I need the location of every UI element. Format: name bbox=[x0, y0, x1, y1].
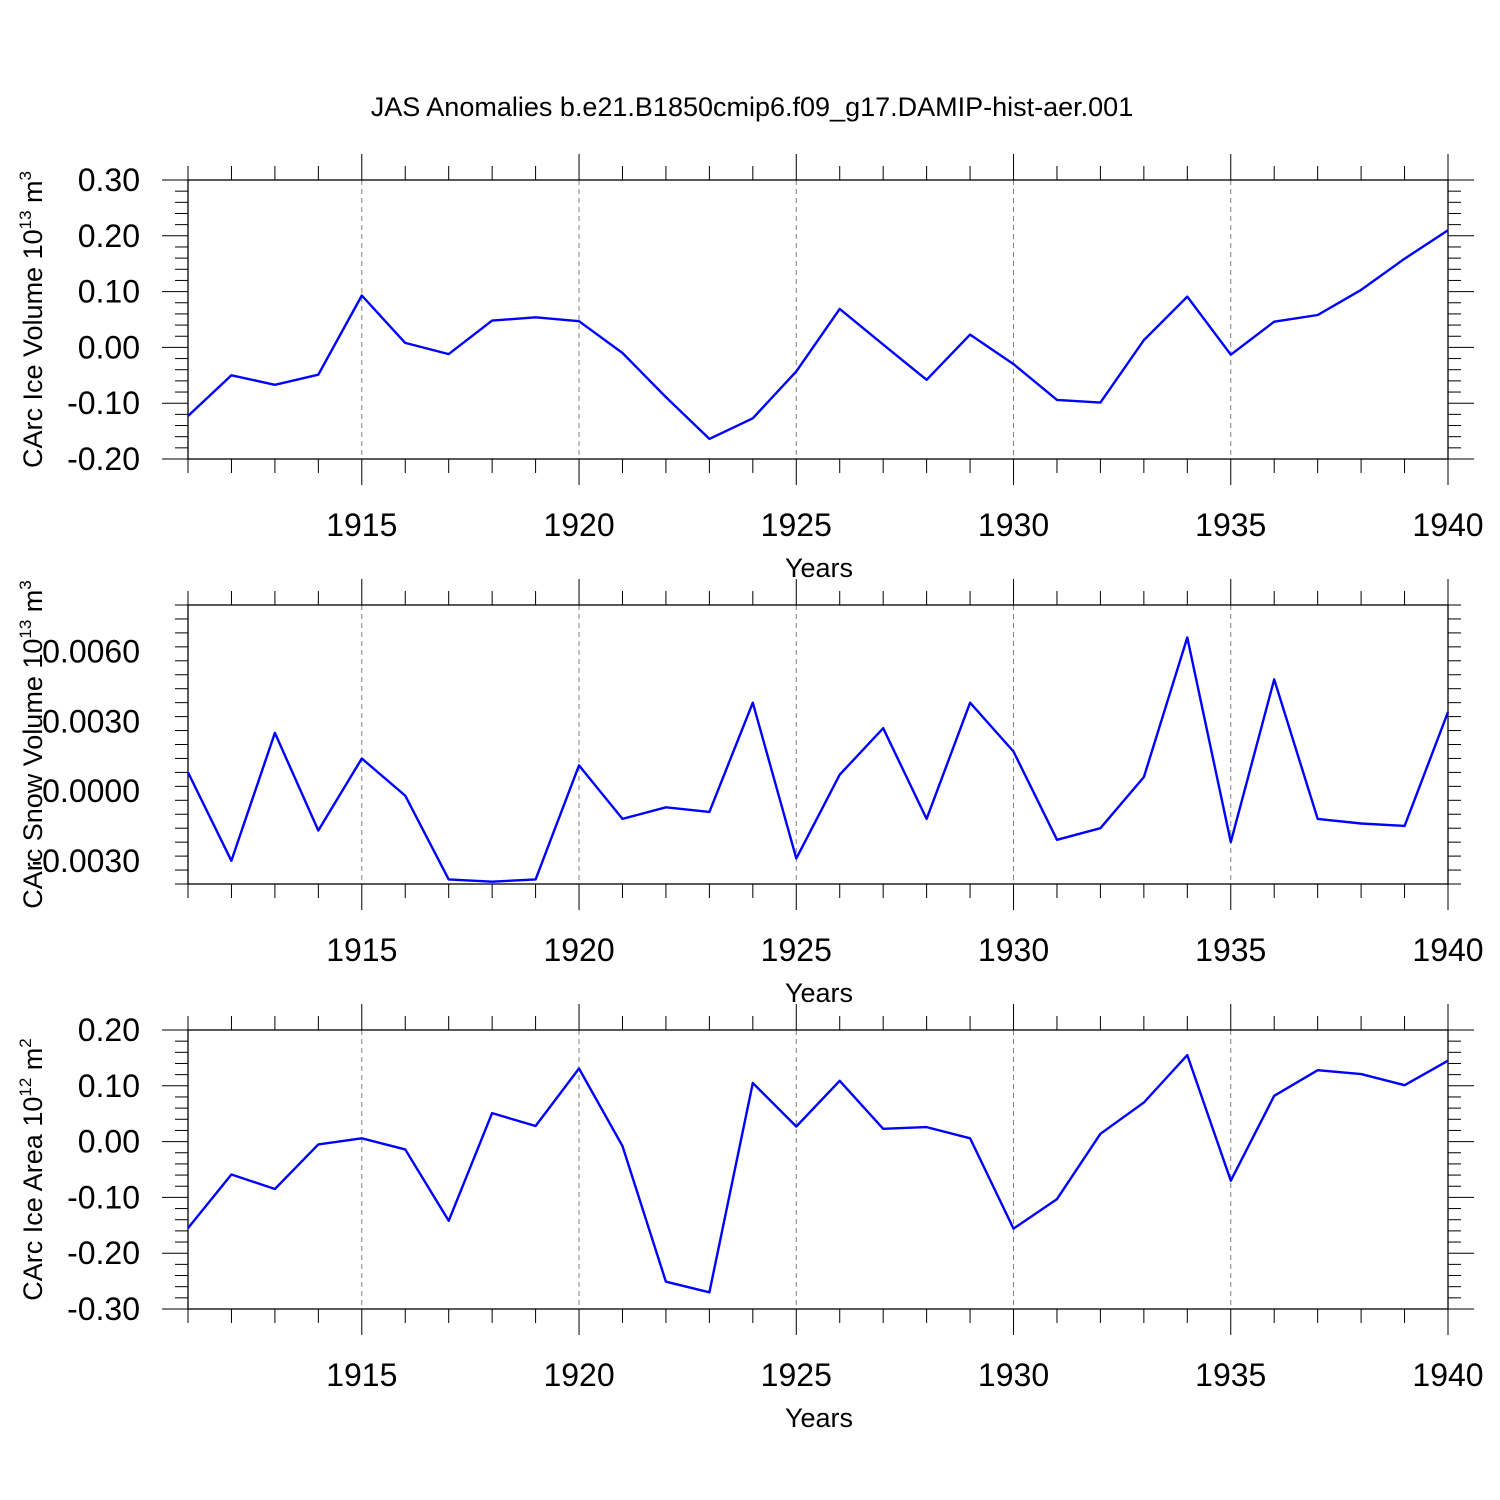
y-tick-label: 0.00 bbox=[78, 1124, 140, 1160]
y-tick-label: 0.10 bbox=[78, 274, 140, 310]
plot-frame bbox=[187, 179, 1449, 460]
x-tick-label: 1930 bbox=[978, 1357, 1049, 1393]
x-axis-label: Years bbox=[785, 978, 853, 1008]
x-tick-label: 1915 bbox=[326, 932, 397, 968]
x-tick-label: 1920 bbox=[543, 1357, 614, 1393]
x-tick-label: 1930 bbox=[978, 507, 1049, 543]
series-line bbox=[186, 636, 1450, 883]
y-tick-label: 0.0000 bbox=[42, 773, 140, 809]
x-axis-label: Years bbox=[785, 553, 853, 583]
y-tick-label: -0.20 bbox=[67, 441, 140, 477]
x-tick-label: 1940 bbox=[1412, 507, 1483, 543]
y-tick-label: -0.30 bbox=[67, 1291, 140, 1327]
y-tick-label: -0.0030 bbox=[31, 843, 140, 879]
x-tick-label: 1925 bbox=[761, 507, 832, 543]
x-tick-label: 1930 bbox=[978, 932, 1049, 968]
y-tick-label: 0.00 bbox=[78, 329, 140, 365]
y-axis-label-text: CArc Snow Volume 10 bbox=[18, 639, 48, 909]
y-tick-label: 0.30 bbox=[78, 162, 140, 198]
y-tick-label: 0.0030 bbox=[42, 703, 140, 739]
y-tick-label: -0.10 bbox=[67, 1179, 140, 1215]
x-tick-label: 1940 bbox=[1412, 932, 1483, 968]
y-axis-label: CArc Snow Volume 1013 m3 bbox=[16, 580, 48, 909]
y-axis-label-superscript: 3 bbox=[16, 580, 35, 589]
y-axis-label-superscript: 3 bbox=[16, 171, 35, 180]
y-axis-label-superscript: 13 bbox=[16, 620, 35, 639]
y-tick-label: 0.0060 bbox=[42, 634, 140, 670]
series-line bbox=[187, 1053, 1449, 1294]
y-tick-label: -0.10 bbox=[67, 385, 140, 421]
x-tick-label: 1925 bbox=[761, 932, 832, 968]
x-tick-label: 1920 bbox=[543, 932, 614, 968]
series-line bbox=[187, 229, 1449, 441]
x-tick-label: 1920 bbox=[543, 507, 614, 543]
y-axis-label-text: m bbox=[18, 1048, 48, 1078]
plot-frame bbox=[187, 604, 1449, 885]
y-axis-label-text: CArc Ice Area 10 bbox=[18, 1097, 48, 1301]
x-tick-label: 1925 bbox=[761, 1357, 832, 1393]
x-tick-label: 1935 bbox=[1195, 507, 1266, 543]
y-axis-label-text: m bbox=[18, 590, 48, 620]
plot-frame bbox=[187, 1029, 1449, 1310]
y-tick-label: -0.20 bbox=[67, 1235, 140, 1271]
y-axis-label-text: m bbox=[18, 180, 48, 210]
x-tick-label: 1915 bbox=[326, 1357, 397, 1393]
y-axis-label-superscript: 13 bbox=[16, 210, 35, 229]
figure-title: JAS Anomalies b.e21.B1850cmip6.f09_g17.D… bbox=[371, 92, 1133, 122]
y-tick-label: 0.20 bbox=[78, 1012, 140, 1048]
x-tick-label: 1935 bbox=[1195, 932, 1266, 968]
y-axis-label-superscript: 12 bbox=[16, 1078, 35, 1097]
panels-group: -0.20 -0.10 0.00 0.10 0.20 0.30 1915 1920 1925 19… bbox=[16, 154, 1484, 1433]
y-tick-label: 0.20 bbox=[78, 218, 140, 254]
y-axis-label: CArc Ice Volume 1013 m3 bbox=[16, 171, 48, 468]
x-tick-label: 1940 bbox=[1412, 1357, 1483, 1393]
y-tick-label: 0.10 bbox=[78, 1068, 140, 1104]
y-axis-label-superscript: 2 bbox=[16, 1038, 35, 1047]
x-axis-label: Years bbox=[785, 1403, 853, 1433]
panel-2: -0.0030 0.0000 0.0030 0.0060 1915 1920 1925 193… bbox=[16, 579, 1484, 1008]
y-axis-label-text: CArc Ice Volume 10 bbox=[18, 229, 48, 468]
x-tick-label: 1915 bbox=[326, 507, 397, 543]
x-tick-label: 1935 bbox=[1195, 1357, 1266, 1393]
y-axis-label: CArc Ice Area 1012 m2 bbox=[16, 1038, 48, 1301]
panel-3: -0.30 -0.20 -0.10 0.00 0.10 0.20 1915 1920 1925 1… bbox=[16, 1004, 1484, 1433]
panel-1: -0.20 -0.10 0.00 0.10 0.20 0.30 1915 1920 1925 19… bbox=[16, 154, 1484, 583]
